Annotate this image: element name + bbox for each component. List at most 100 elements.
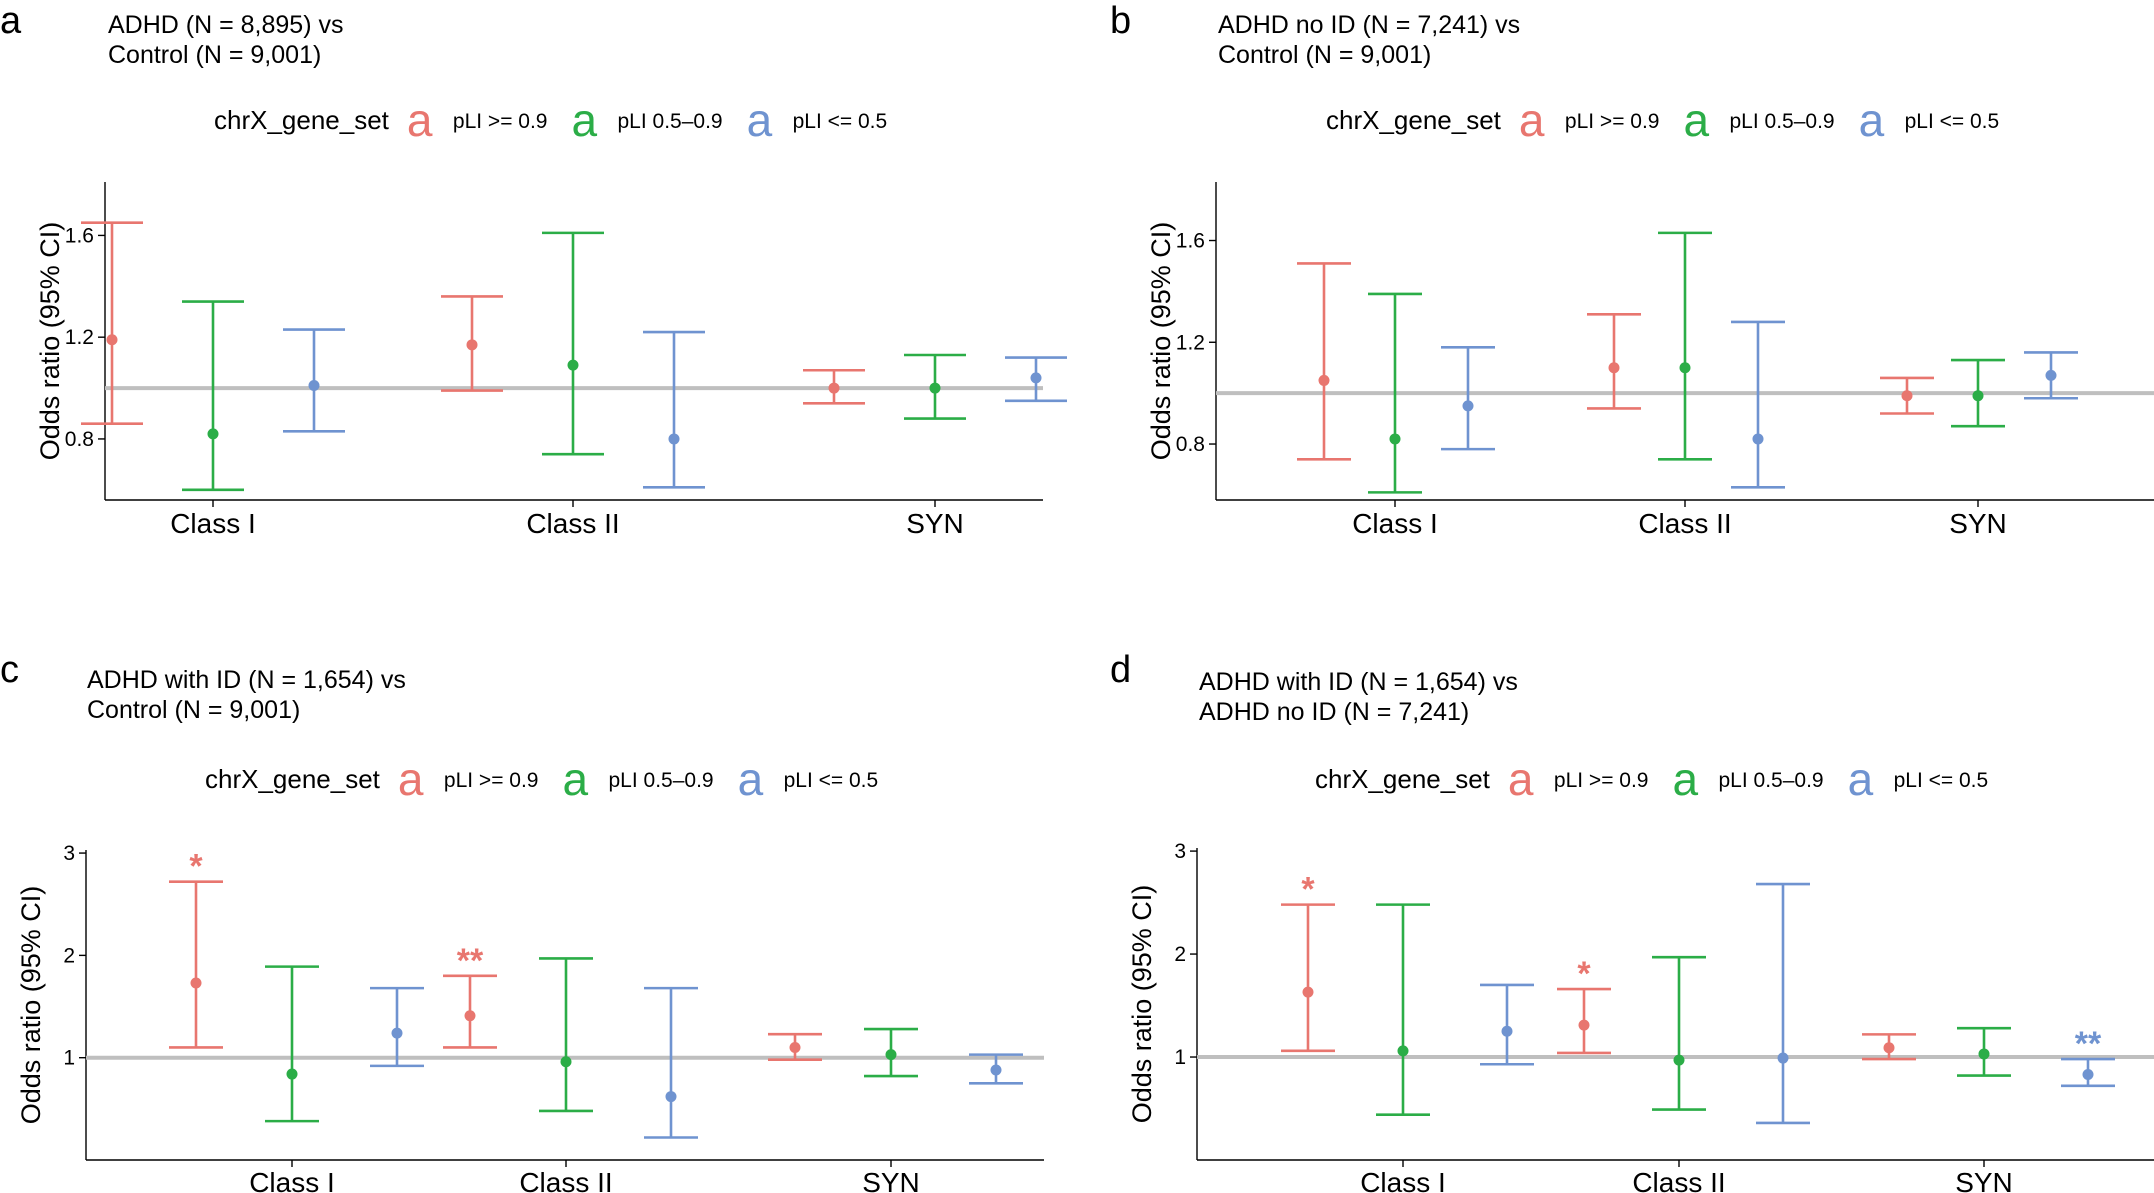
legend-label: pLI >= 0.9 (1565, 110, 1660, 133)
y-tick-label: 1 (63, 1047, 75, 1070)
series-3 (370, 986, 1023, 1139)
odds-ratio-point (1752, 433, 1764, 445)
x-tick-label: Class II (519, 1167, 612, 1193)
odds-ratio-point (1462, 400, 1474, 412)
odds-ratio-point (665, 1091, 677, 1103)
y-tick-label: 1.2 (1176, 331, 1205, 354)
x-tick-label: SYN (1955, 1167, 2013, 1193)
odds-ratio-point (464, 1010, 476, 1022)
series-3 (1441, 320, 2078, 489)
odds-ratio-point (1302, 986, 1314, 998)
x-tick-label: Class II (1638, 508, 1731, 539)
legend-title: chrX_gene_set (1326, 105, 1502, 135)
legend-label: pLI 0.5–0.9 (1719, 769, 1824, 792)
legend-key-icon: a (407, 94, 433, 146)
legend-key-icon: a (398, 753, 424, 805)
legend: chrX_gene_set a pLI >= 0.9 a pLI 0.5–0.9 a pLI… (214, 94, 887, 146)
legend-key-icon: a (747, 94, 773, 146)
odds-ratio-point (1777, 1052, 1789, 1064)
y-tick-label: 0.8 (65, 428, 94, 451)
series-1: *** (169, 848, 822, 1062)
panel-letter: d (1110, 649, 1131, 691)
odds-ratio-point (668, 433, 680, 445)
legend-label: pLI <= 0.5 (784, 769, 879, 792)
series-2 (1376, 903, 2011, 1116)
panel-title-line: ADHD with ID (N = 1,654) vs (87, 666, 406, 694)
odds-ratio-point (106, 334, 118, 346)
y-tick-label: 3 (63, 842, 75, 865)
x-tick-label: Class II (1632, 1167, 1725, 1193)
legend-key-icon: a (1508, 753, 1534, 805)
y-tick-label: 1.6 (1176, 230, 1205, 253)
legend-label: pLI <= 0.5 (793, 110, 888, 133)
legend-key-icon: a (1673, 753, 1699, 805)
legend: chrX_gene_set a pLI >= 0.9 a pLI 0.5–0.9 a pLI… (1315, 753, 1988, 805)
legend-key-icon: a (563, 753, 589, 805)
x-tick-label: SYN (906, 508, 964, 539)
legend-label: pLI >= 0.9 (453, 110, 548, 133)
legend: chrX_gene_set a pLI >= 0.9 a pLI 0.5–0.9 a pLI… (205, 753, 878, 805)
legend-title: chrX_gene_set (214, 105, 390, 135)
x-tick-label: Class I (1360, 1167, 1446, 1193)
odds-ratio-point (885, 1049, 897, 1061)
legend-key-icon: a (1859, 94, 1885, 146)
legend-label: pLI >= 0.9 (444, 769, 539, 792)
legend-label: pLI 0.5–0.9 (1730, 110, 1835, 133)
odds-ratio-point (1318, 374, 1330, 386)
panel-title-line: Control (N = 9,001) (108, 41, 321, 69)
odds-ratio-point (286, 1068, 298, 1080)
y-tick-label: 1 (1174, 1046, 1186, 1069)
y-axis-label: Odds ratio (95% CI) (16, 886, 46, 1125)
series-1: ** (1281, 871, 1916, 1061)
odds-ratio-point (190, 977, 202, 989)
series-1 (81, 221, 865, 425)
significance-star: * (1301, 871, 1315, 909)
odds-ratio-point (1883, 1042, 1895, 1054)
panel-title-line: ADHD no ID (N = 7,241) vs (1218, 11, 1520, 39)
legend-title: chrX_gene_set (1315, 764, 1491, 794)
y-axis-label: Odds ratio (95% CI) (1127, 885, 1157, 1124)
odds-ratio-point (789, 1041, 801, 1053)
legend-label: pLI <= 0.5 (1894, 769, 1989, 792)
significance-star: ** (2075, 1025, 2102, 1063)
y-tick-label: 2 (1174, 943, 1186, 966)
legend-key-icon: a (1519, 94, 1545, 146)
x-tick-label: Class I (170, 508, 256, 539)
odds-ratio-point (1397, 1045, 1409, 1057)
odds-ratio-point (1389, 433, 1401, 445)
odds-ratio-point (929, 382, 941, 394)
odds-ratio-point (2045, 369, 2057, 381)
odds-ratio-point (1679, 362, 1691, 374)
significance-star: * (1577, 955, 1591, 993)
legend-key-icon: a (1848, 753, 1874, 805)
x-tick-label: Class I (1352, 508, 1438, 539)
y-tick-label: 1.6 (65, 224, 94, 247)
panel-title-line: ADHD no ID (N = 7,241) (1199, 698, 1469, 726)
x-tick-label: Class I (249, 1167, 335, 1193)
y-tick-label: 2 (63, 944, 75, 967)
y-tick-label: 1.2 (65, 326, 94, 349)
legend-label: pLI 0.5–0.9 (618, 110, 723, 133)
significance-star: ** (457, 942, 484, 980)
legend-label: pLI 0.5–0.9 (609, 769, 714, 792)
panel-letter: a (0, 0, 22, 42)
x-tick-label: SYN (1949, 508, 2007, 539)
x-tick-label: SYN (862, 1167, 920, 1193)
odds-ratio-point (1578, 1019, 1590, 1031)
odds-ratio-point (1978, 1048, 1990, 1060)
odds-ratio-point (308, 380, 320, 392)
y-axis-label: Odds ratio (95% CI) (1146, 222, 1176, 461)
y-tick-label: 3 (1174, 840, 1186, 863)
odds-ratio-point (207, 428, 219, 440)
panel-title-line: ADHD (N = 8,895) vs (108, 11, 344, 39)
significance-star: * (189, 848, 203, 886)
odds-ratio-point (828, 382, 840, 394)
odds-ratio-point (1030, 372, 1042, 384)
panel-title-line: Control (N = 9,001) (87, 696, 300, 724)
y-tick-label: 0.8 (1176, 433, 1205, 456)
legend-title: chrX_gene_set (205, 764, 381, 794)
odds-ratio-point (1673, 1054, 1685, 1066)
